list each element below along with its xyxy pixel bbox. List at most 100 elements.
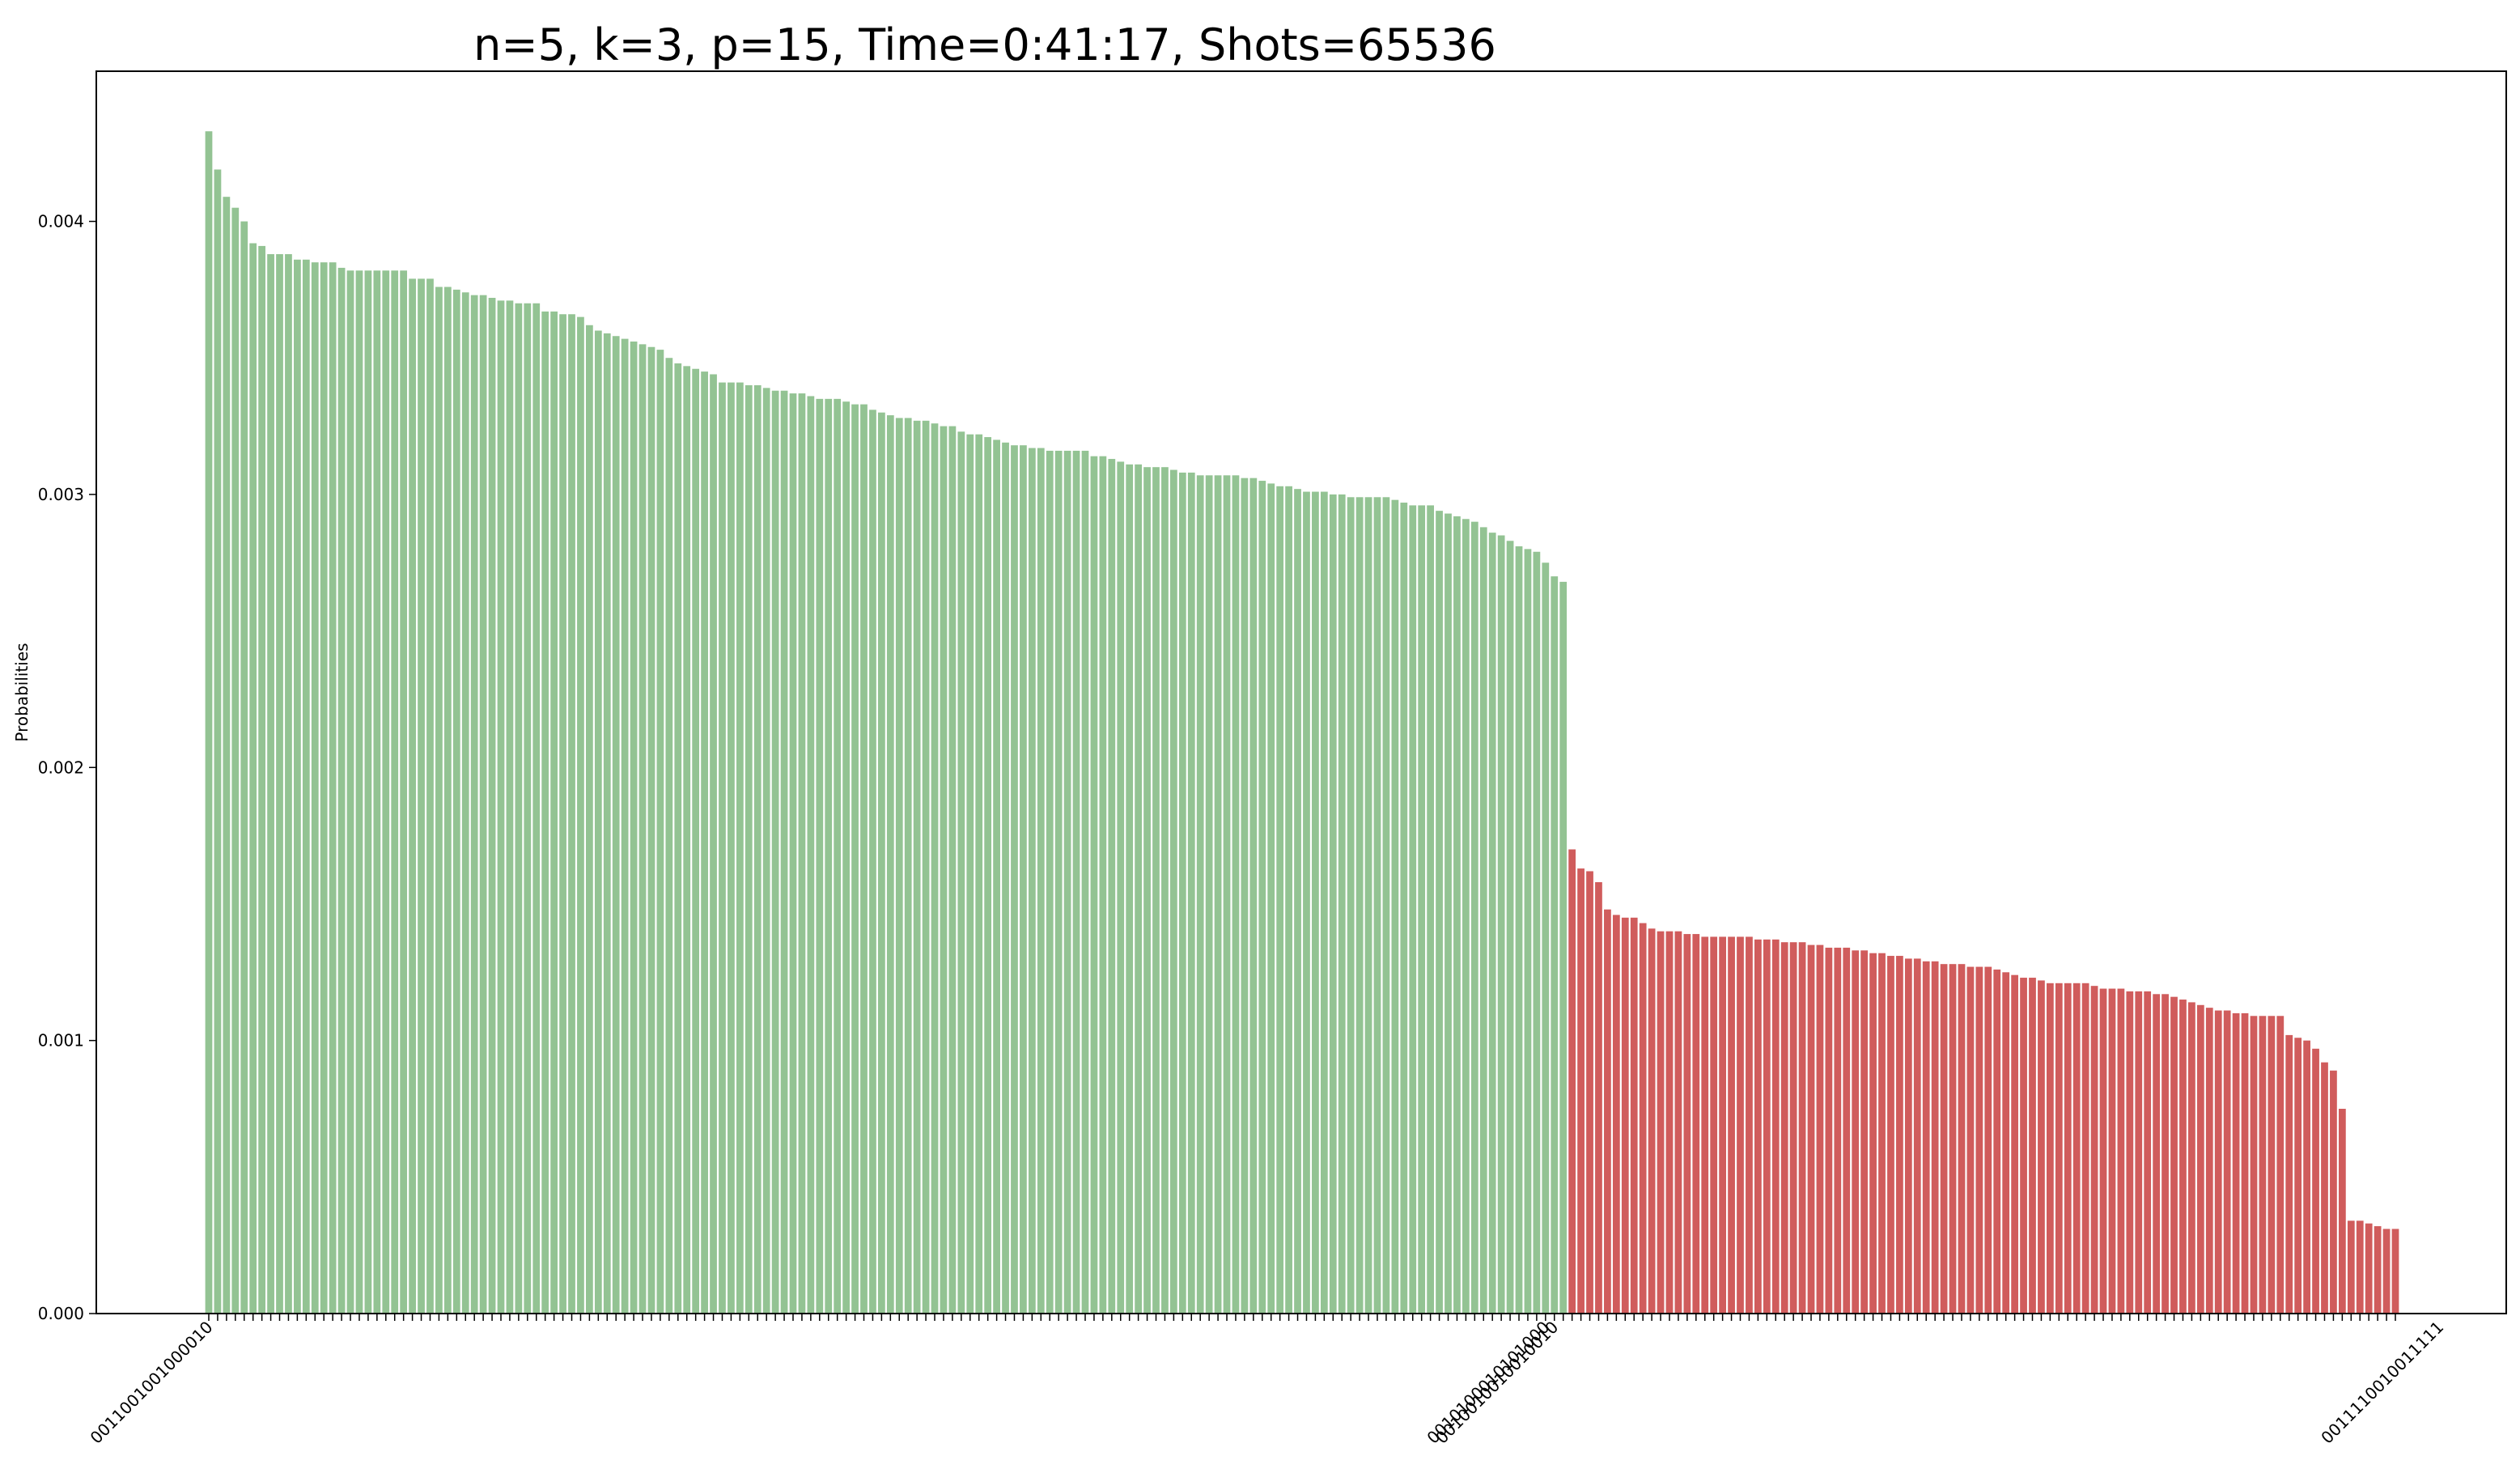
bar [2303, 1040, 2310, 1314]
bar [975, 434, 983, 1314]
bar [1533, 551, 1541, 1314]
bar [1665, 931, 1674, 1314]
bar [1267, 483, 1275, 1314]
bar [550, 311, 558, 1314]
bar [2170, 996, 2178, 1314]
bar [1028, 448, 1036, 1314]
bar [1249, 478, 1258, 1314]
bar [2338, 1108, 2346, 1314]
bar [904, 418, 912, 1314]
bar [1479, 527, 1487, 1314]
bar [931, 423, 939, 1314]
bar [373, 270, 381, 1314]
bar [957, 431, 965, 1314]
bar [1922, 961, 1930, 1314]
bar [461, 292, 469, 1314]
bar [895, 418, 903, 1314]
bar [1798, 942, 1806, 1314]
bar [1825, 947, 1833, 1314]
bar [2382, 1229, 2391, 1314]
bar [1860, 950, 1869, 1314]
bar [728, 382, 735, 1314]
bar [1470, 521, 1478, 1314]
bar [391, 270, 399, 1314]
bar [506, 300, 514, 1314]
y-tick-label: 0.003 [38, 485, 84, 504]
bar [1966, 966, 1975, 1314]
bar [2223, 1010, 2231, 1314]
bar [231, 207, 240, 1314]
bar [1737, 936, 1744, 1314]
x-tick-label: 0010010010010010 [1432, 1318, 1562, 1448]
bar [2081, 983, 2089, 1314]
bar [1940, 964, 1948, 1314]
bar [1771, 939, 1780, 1314]
bar [443, 287, 452, 1314]
bar [276, 254, 283, 1314]
bar [638, 344, 647, 1314]
bar [1621, 917, 1629, 1314]
bar [1196, 475, 1204, 1314]
bar [1958, 964, 1966, 1314]
bar [2020, 978, 2027, 1314]
bar [285, 254, 292, 1314]
bar [1710, 936, 1718, 1314]
bar [807, 396, 815, 1314]
bar [922, 420, 930, 1314]
bar [1949, 964, 1957, 1314]
bar [869, 410, 876, 1314]
bar [630, 341, 638, 1314]
bar [692, 368, 700, 1314]
bar [2285, 1034, 2293, 1314]
bar [1161, 467, 1169, 1314]
bar [1612, 915, 1620, 1314]
bar [1117, 461, 1125, 1314]
bar [2090, 986, 2098, 1314]
bars-group [205, 131, 2399, 1314]
bar [1931, 961, 1939, 1314]
bar [1807, 945, 1815, 1314]
bar [2347, 1220, 2355, 1314]
bar [240, 221, 248, 1314]
bar [470, 295, 478, 1314]
bar [621, 338, 629, 1314]
bar [1754, 939, 1762, 1314]
bar [1258, 481, 1266, 1314]
bar [1568, 849, 1576, 1314]
bar [1276, 486, 1284, 1314]
bar [267, 254, 274, 1314]
bar [2011, 974, 2018, 1314]
bar [948, 426, 957, 1314]
bar [426, 278, 434, 1314]
bar [2029, 978, 2036, 1314]
bar [1515, 546, 1523, 1314]
bar [1320, 491, 1328, 1314]
bar [2002, 972, 2010, 1314]
bar [1692, 934, 1700, 1314]
bar [2312, 1048, 2319, 1314]
bar [249, 243, 257, 1314]
bar [701, 371, 708, 1314]
bar [205, 131, 213, 1314]
bar [886, 415, 894, 1314]
bar [1445, 513, 1452, 1314]
bar [789, 393, 797, 1314]
bar [586, 325, 593, 1314]
bar [647, 346, 655, 1314]
bar [1241, 478, 1249, 1314]
bar [2046, 983, 2054, 1314]
bar [1869, 953, 1877, 1314]
bar [2330, 1070, 2337, 1314]
bar [346, 270, 354, 1314]
bar [1135, 464, 1142, 1314]
bar [710, 374, 717, 1314]
bar [1409, 505, 1417, 1314]
bar [665, 358, 673, 1314]
bar [1542, 562, 1550, 1314]
bar [2259, 1016, 2267, 1314]
bar [1887, 956, 1894, 1314]
bar [1639, 923, 1647, 1314]
y-axis: 0.000 0.001 0.002 0.003 0.004 [38, 212, 96, 1323]
bar [337, 267, 346, 1314]
bar [311, 262, 319, 1314]
